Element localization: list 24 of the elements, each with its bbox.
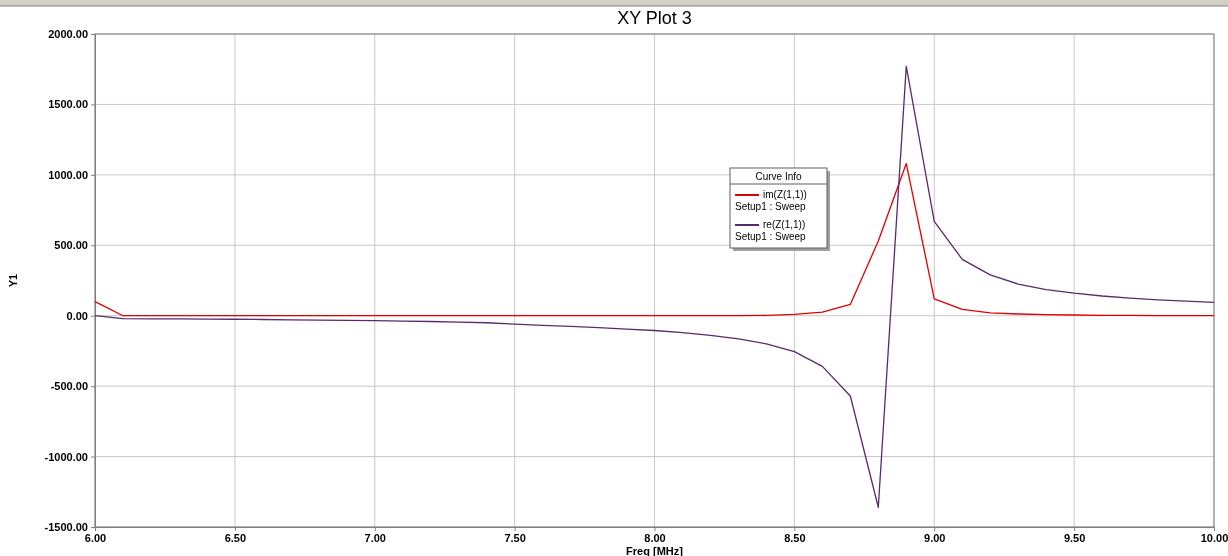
x-tick-label: 6.50 [224,531,247,544]
y-tick-label: -1500.00 [44,521,88,534]
x-tick-label: 9.50 [1063,531,1086,544]
x-tick-label: 10.00 [1200,531,1228,544]
x-tick-label: 8.00 [644,531,666,544]
y-tick-label: 2000.00 [48,28,88,41]
legend-title: Curve Info [755,171,802,182]
y-tick-label: 0.00 [66,309,88,322]
x-tick-label: 9.00 [924,531,946,544]
y-tick-label: -1000.00 [44,450,88,463]
line-series [94,65,1215,508]
x-tick-label: 7.50 [504,531,526,544]
legend-label: im(Z(1,1)) Setup1 : Sweep [735,189,807,212]
legend-label: re(Z(1,1)) Setup1 : Sweep [735,219,807,242]
y-tick-label: 500.00 [54,239,88,252]
y-tick-label: 1500.00 [48,98,88,111]
y-tick-label: 1000.00 [48,168,88,181]
x-tick-label: 7.00 [364,531,386,544]
line-series [94,162,1215,317]
x-tick-label: 6.00 [84,531,107,544]
chart-title: XY Plot 3 [617,8,692,28]
x-tick-label: 8.50 [784,531,806,544]
y-axis-title: Y1 [7,273,19,288]
y-tick-label: -500.00 [50,380,88,393]
